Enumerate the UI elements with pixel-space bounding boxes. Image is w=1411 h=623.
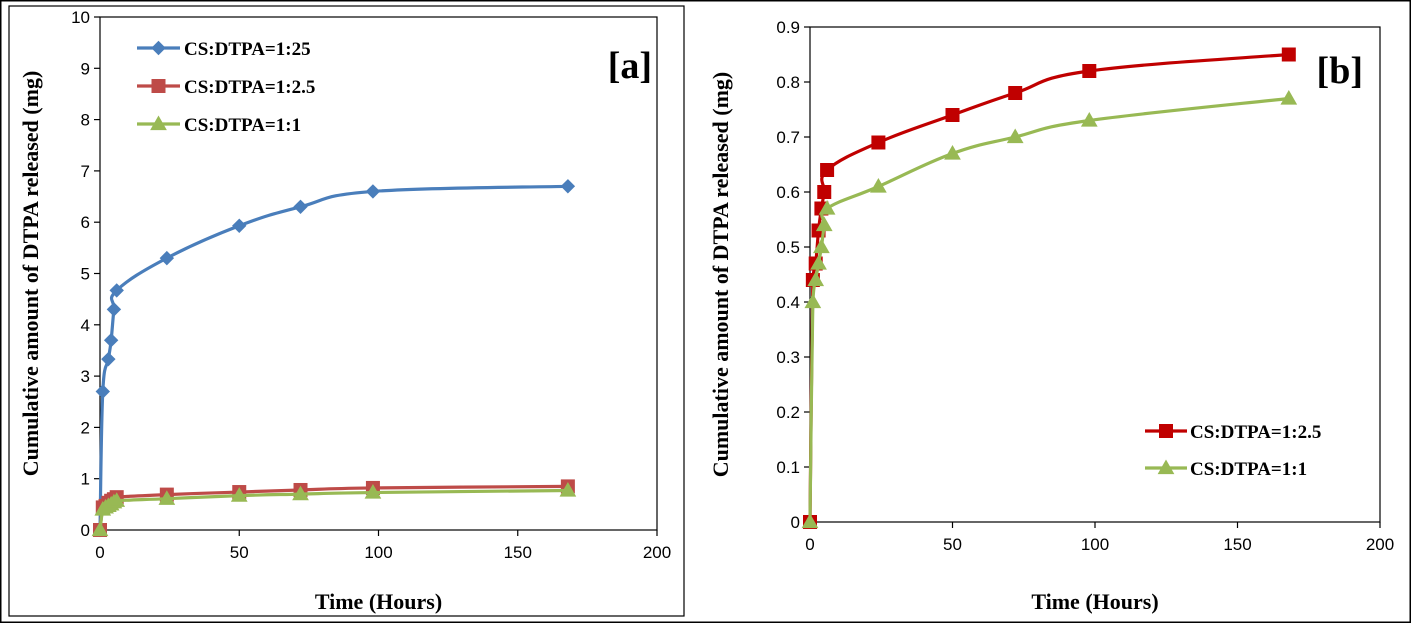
chart-a-series-1-point bbox=[103, 332, 119, 348]
chart-b-series-2-point bbox=[870, 177, 887, 193]
chart-b-y-tick-label: 0.8 bbox=[776, 73, 800, 92]
chart-b-series-2-point bbox=[810, 254, 827, 270]
chart-b-series-2-point bbox=[1080, 111, 1098, 127]
chart-a-legend-marker bbox=[150, 115, 167, 131]
chart-b-series-2-point bbox=[818, 199, 836, 215]
chart-a-series-3-point bbox=[364, 484, 382, 499]
chart-b-series-2-point bbox=[944, 144, 961, 160]
chart-b-series-1-point bbox=[820, 163, 835, 177]
chart-a-x-tick-label: 50 bbox=[230, 543, 249, 562]
chart-a-series-1-point bbox=[109, 283, 124, 298]
chart-a-legend-label: CS:DTPA=1:2.5 bbox=[184, 77, 315, 98]
chart-b-series-1-point bbox=[871, 135, 886, 150]
chart-a-series-3-point bbox=[292, 485, 309, 501]
chart-b-y-tick-label: 0 bbox=[791, 513, 800, 532]
chart-b-series-1-line bbox=[808, 52, 1291, 524]
chart-a-legend-marker bbox=[151, 79, 166, 93]
chart-b-y-tick-label: 0.1 bbox=[776, 458, 800, 477]
chart-a-series-3-point bbox=[158, 490, 176, 505]
chart-a-legend-marker bbox=[151, 40, 166, 56]
chart-b-series-2-point bbox=[813, 238, 830, 254]
chart-b-series-1-point bbox=[1008, 86, 1023, 100]
chart-a-y-tick-label: 9 bbox=[81, 59, 90, 78]
chart-a-panel-label: [a] bbox=[608, 45, 652, 87]
chart-a-series-1-point bbox=[560, 179, 576, 194]
chart-a-frame bbox=[8, 5, 685, 617]
chart-a-y-tick-label: 2 bbox=[81, 418, 90, 437]
chart-b-series-1-point bbox=[1281, 47, 1296, 62]
chart-a-y-axis-label: Cumulative amount of DTPA released (mg) bbox=[18, 71, 43, 477]
chart-b-x-tick-label: 0 bbox=[805, 535, 814, 554]
chart-b-y-tick-label: 0.4 bbox=[776, 293, 800, 312]
chart-a-x-tick-label: 200 bbox=[643, 543, 671, 562]
chart-b-x-tick-label: 50 bbox=[943, 535, 962, 554]
chart-a-y-tick-label: 3 bbox=[81, 367, 90, 386]
chart-b-series-2-point bbox=[1280, 89, 1298, 105]
chart-b-panel-label: [b] bbox=[1317, 50, 1363, 92]
chart-panel-b: 0 0.1 0.2 0.3 0.4 0.5 0.6 0.7 0.8 0.9 0 50 100 150 200… bbox=[708, 18, 1394, 614]
chart-b-legend-label: CS:DTPA=1:1 bbox=[1190, 459, 1307, 480]
chart-a-y-tick-label: 1 bbox=[81, 470, 90, 489]
chart-b-y-tick-label: 0.9 bbox=[776, 18, 800, 37]
chart-a-series-1-point bbox=[365, 184, 381, 199]
chart-a-x-tick-label: 150 bbox=[504, 543, 532, 562]
chart-a-y-tick-label: 10 bbox=[71, 8, 90, 27]
chart-a-series-3-point bbox=[559, 481, 577, 497]
chart-a-y-tick-label: 6 bbox=[81, 213, 90, 232]
chart-a-series-1-point bbox=[293, 199, 308, 215]
chart-a-series-3 bbox=[91, 481, 577, 537]
chart-a-series-3-point bbox=[91, 521, 109, 537]
chart-b-series-2 bbox=[801, 89, 1298, 529]
chart-a-x-tick-label: 100 bbox=[364, 543, 392, 562]
chart-b-series-1-point bbox=[817, 185, 832, 199]
chart-a-x-tick-label: 0 bbox=[95, 543, 104, 562]
chart-b-legend-label: CS:DTPA=1:2.5 bbox=[1190, 422, 1321, 443]
chart-b-legend-marker bbox=[1157, 459, 1175, 475]
chart-a-y-tick-label: 5 bbox=[81, 265, 90, 284]
chart-b-series-1-point bbox=[1082, 64, 1097, 78]
chart-a-y-tick-label: 0 bbox=[81, 521, 90, 540]
chart-a-legend-label: CS:DTPA=1:1 bbox=[184, 115, 301, 136]
chart-b-x-tick-label: 100 bbox=[1081, 535, 1109, 554]
chart-b-series-2-point bbox=[804, 293, 822, 309]
chart-a-series-1-line bbox=[98, 184, 570, 532]
chart-a-y-tick-label: 4 bbox=[81, 316, 90, 335]
chart-a-series-1-point bbox=[95, 384, 110, 399]
chart-b-series-2-point bbox=[1006, 128, 1024, 144]
chart-b-y-tick-label: 0.7 bbox=[776, 128, 800, 147]
chart-a-x-axis-label: Time (Hours) bbox=[315, 589, 442, 614]
chart-a-series-1 bbox=[92, 179, 576, 538]
chart-b-x-axis-label: Time (Hours) bbox=[1031, 589, 1158, 614]
chart-b-y-tick-label: 0.3 bbox=[776, 348, 800, 367]
chart-b-x-tick-label: 200 bbox=[1366, 535, 1394, 554]
chart-b-y-axis-label: Cumulative amount of DTPA released (mg) bbox=[708, 72, 733, 478]
chart-a-series-1-point bbox=[159, 250, 175, 266]
chart-b-y-tick-label: 0.5 bbox=[776, 238, 800, 257]
chart-b-series-2-point bbox=[815, 216, 833, 232]
chart-a-series-3-point bbox=[230, 487, 248, 502]
chart-b-y-tick-label: 0.6 bbox=[776, 183, 800, 202]
chart-a-series-1-point bbox=[106, 302, 122, 317]
chart-a-legend-label: CS:DTPA=1:25 bbox=[184, 39, 311, 60]
chart-b-series-2-point bbox=[801, 513, 819, 529]
chart-a-series-1-point bbox=[101, 351, 116, 367]
chart-b-x-tick-label: 150 bbox=[1223, 535, 1251, 554]
chart-a-series-3-point bbox=[108, 492, 126, 507]
chart-a-y-tick-label: 8 bbox=[81, 111, 90, 130]
chart-b-legend-marker bbox=[1159, 424, 1173, 438]
chart-b-y-tick-label: 0.2 bbox=[776, 403, 800, 422]
chart-b-series-2-point bbox=[807, 271, 825, 287]
chart-b-series-1-point bbox=[945, 108, 960, 122]
chart-a-y-tick-label: 7 bbox=[81, 162, 90, 181]
chart-a-series-1-point bbox=[232, 218, 247, 233]
